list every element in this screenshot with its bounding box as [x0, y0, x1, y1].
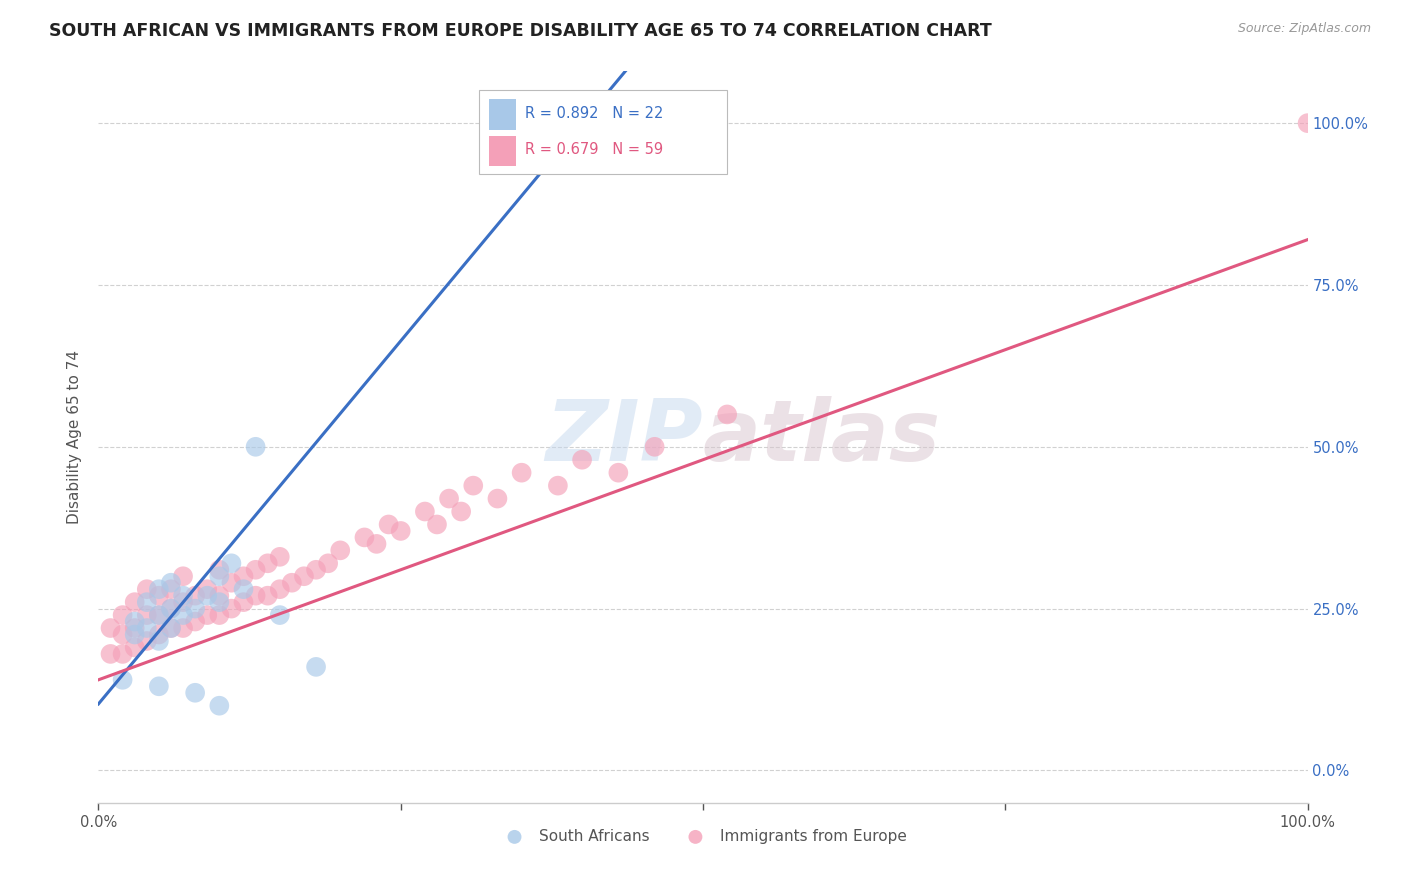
Point: [389, 524, 412, 538]
Point: [281, 575, 304, 590]
Legend: South Africans, Immigrants from Europe: South Africans, Immigrants from Europe: [494, 822, 912, 850]
Point: [111, 673, 134, 687]
Point: [172, 589, 194, 603]
Point: [208, 608, 231, 623]
Point: [208, 595, 231, 609]
Point: [256, 557, 278, 571]
Point: [510, 466, 533, 480]
Point: [148, 608, 170, 623]
Point: [160, 601, 183, 615]
Text: R = 0.892   N = 22: R = 0.892 N = 22: [526, 105, 664, 120]
Point: [160, 621, 183, 635]
Point: [486, 491, 509, 506]
Point: [135, 634, 157, 648]
Point: [195, 582, 218, 597]
Text: SOUTH AFRICAN VS IMMIGRANTS FROM EUROPE DISABILITY AGE 65 TO 74 CORRELATION CHAR: SOUTH AFRICAN VS IMMIGRANTS FROM EUROPE …: [49, 22, 993, 40]
Point: [124, 595, 146, 609]
Point: [184, 601, 207, 615]
Point: [353, 530, 375, 544]
Point: [135, 595, 157, 609]
Point: [124, 627, 146, 641]
Point: [316, 557, 339, 571]
Point: [148, 608, 170, 623]
Point: [269, 582, 291, 597]
Text: R = 0.679   N = 59: R = 0.679 N = 59: [526, 142, 664, 157]
Point: [135, 608, 157, 623]
Point: [463, 478, 485, 492]
Point: [148, 679, 170, 693]
Point: [305, 660, 328, 674]
Point: [195, 589, 218, 603]
Point: [437, 491, 460, 506]
Point: [160, 575, 183, 590]
Point: [1296, 116, 1319, 130]
Point: [184, 589, 207, 603]
Point: [148, 627, 170, 641]
Text: Source: ZipAtlas.com: Source: ZipAtlas.com: [1237, 22, 1371, 36]
Point: [208, 589, 231, 603]
Point: [124, 615, 146, 629]
Point: [111, 627, 134, 641]
Point: [172, 595, 194, 609]
Point: [305, 563, 328, 577]
Bar: [489, 99, 516, 130]
Point: [172, 621, 194, 635]
Point: [232, 569, 254, 583]
Point: [208, 563, 231, 577]
Point: [100, 647, 122, 661]
Point: [366, 537, 388, 551]
Point: [256, 589, 278, 603]
Point: [148, 634, 170, 648]
Point: [172, 608, 194, 623]
Point: [329, 543, 352, 558]
Point: [413, 504, 436, 518]
Text: ZIP: ZIP: [546, 395, 703, 479]
Point: [111, 608, 134, 623]
Point: [245, 589, 267, 603]
Point: [269, 608, 291, 623]
Text: atlas: atlas: [703, 395, 941, 479]
Point: [160, 621, 183, 635]
Point: [160, 601, 183, 615]
Point: [571, 452, 593, 467]
Point: [232, 595, 254, 609]
Point: [148, 582, 170, 597]
Point: [377, 517, 399, 532]
Point: [245, 440, 267, 454]
Bar: [489, 136, 516, 167]
Point: [135, 621, 157, 635]
Point: [172, 569, 194, 583]
Point: [232, 582, 254, 597]
Point: [221, 575, 243, 590]
Point: [111, 647, 134, 661]
FancyBboxPatch shape: [479, 90, 727, 174]
Point: [135, 582, 157, 597]
Point: [195, 608, 218, 623]
Point: [547, 478, 569, 492]
Point: [269, 549, 291, 564]
Point: [124, 621, 146, 635]
Point: [450, 504, 472, 518]
Point: [100, 621, 122, 635]
Y-axis label: Disability Age 65 to 74: Disability Age 65 to 74: [67, 350, 83, 524]
Point: [184, 615, 207, 629]
Point: [607, 466, 630, 480]
Point: [292, 569, 315, 583]
Point: [221, 601, 243, 615]
Point: [160, 582, 183, 597]
Point: [184, 686, 207, 700]
Point: [716, 408, 738, 422]
Point: [208, 698, 231, 713]
Point: [426, 517, 449, 532]
Point: [148, 589, 170, 603]
Point: [644, 440, 666, 454]
Point: [208, 569, 231, 583]
Point: [245, 563, 267, 577]
Point: [124, 640, 146, 655]
Point: [221, 557, 243, 571]
